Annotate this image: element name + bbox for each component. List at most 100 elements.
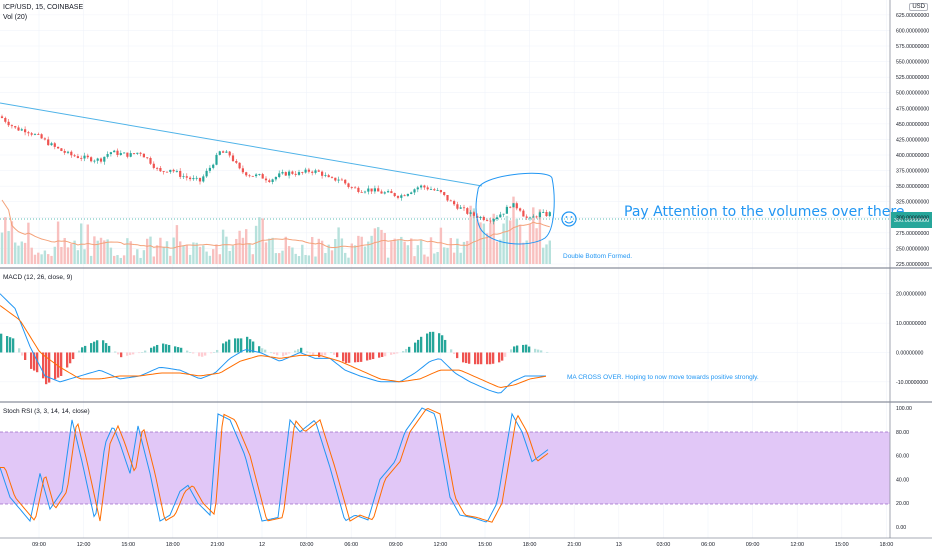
candle-body — [238, 162, 241, 169]
volume-bar — [469, 205, 472, 264]
price-tick-label: 275.00000000 — [896, 231, 929, 237]
volume-bar — [251, 254, 254, 264]
candle-body — [175, 170, 178, 172]
candle-body — [499, 214, 502, 218]
candle-body — [291, 171, 294, 174]
volume-bar — [208, 255, 212, 264]
volume-bar — [347, 257, 350, 264]
candle-body — [222, 151, 225, 153]
candle-body — [63, 150, 66, 153]
volume-bar — [162, 246, 165, 264]
macd-histogram-bar — [84, 345, 87, 353]
macd-histogram-bar — [336, 352, 339, 358]
time-tick-label: 06:00 — [344, 542, 358, 548]
stoch-axis[interactable]: 100.00 80.00 60.00 40.00 20.00 0.00 — [896, 406, 912, 531]
candle-body — [228, 151, 231, 156]
candle-body — [390, 191, 393, 194]
macd-histogram-bar — [402, 351, 405, 353]
time-tick-label: 15:00 — [835, 542, 849, 548]
macd-histogram-bar — [9, 337, 12, 353]
macd-histogram-bar — [189, 352, 192, 353]
smiley-icon[interactable] — [561, 211, 577, 227]
macd-histogram-bar — [216, 349, 219, 353]
time-tick-label: 18:00 — [880, 542, 894, 548]
time-tick-label: 12:00 — [790, 542, 804, 548]
macd-histogram-bar — [198, 352, 201, 357]
candle-body — [129, 153, 132, 157]
macd-histogram-bar — [330, 352, 333, 354]
volume-bar — [532, 207, 535, 264]
macd-histogram-bar — [54, 352, 57, 380]
candle-body — [14, 126, 17, 128]
descending-trendline[interactable] — [0, 102, 483, 187]
candle-body — [281, 172, 284, 174]
macd-histogram-bar — [405, 348, 408, 353]
macd-histogram-bar — [168, 344, 171, 353]
time-tick-label: 09:00 — [389, 542, 403, 548]
volume-legend[interactable]: Vol (20) — [3, 14, 28, 21]
ma-cross-text[interactable]: MA CROSS OVER. Hoping to now move toward… — [567, 374, 759, 381]
macd-histogram-bar — [324, 352, 327, 356]
candle-body — [486, 220, 489, 221]
macd-histogram-bar — [201, 352, 204, 357]
candle-body — [284, 172, 287, 176]
candle-body — [532, 216, 535, 218]
candle-body — [278, 173, 281, 178]
macd-axis[interactable]: 20.00000000 10.00000000 0.00000000 -10.0000… — [896, 292, 928, 386]
macd-histogram-bar — [537, 349, 540, 353]
volume-bar — [205, 251, 208, 264]
macd-histogram-bar — [6, 336, 9, 353]
candle-body — [50, 143, 53, 146]
macd-histogram-bar — [318, 352, 321, 358]
candle-body — [535, 216, 538, 218]
candle-body — [40, 134, 43, 139]
candle-body — [350, 187, 353, 188]
double-bottom-text[interactable]: Double Bottom Formed. — [563, 253, 632, 260]
candle-body — [311, 171, 314, 173]
price-axis[interactable]: 625.00000000 600.00000000 575.00000000 550.… — [896, 13, 929, 268]
volume-bar — [400, 236, 403, 264]
volume-bar — [320, 240, 324, 264]
macd-histogram-bar — [378, 352, 381, 358]
symbol-title[interactable]: ICP/USD, 15, COINBASE — [3, 4, 84, 11]
double-bottom-circle[interactable] — [475, 172, 555, 245]
candle-body — [545, 212, 548, 217]
macd-histogram-bar — [18, 348, 21, 353]
candle-body — [99, 158, 103, 162]
volume-bar — [485, 233, 489, 264]
candle-body — [271, 179, 274, 183]
stoch-tick-label: 100.00 — [896, 406, 912, 412]
candle-body — [225, 151, 228, 153]
candle-body — [502, 213, 505, 215]
volume-bar — [7, 231, 10, 264]
stoch-label[interactable]: Stoch RSI (3, 3, 14, 14, close) — [3, 408, 90, 415]
volume-bar — [63, 237, 66, 264]
macd-histogram-bar — [246, 336, 249, 353]
macd-histogram-bar — [510, 349, 513, 353]
volume-bar — [311, 237, 314, 264]
volume-bar — [429, 237, 433, 264]
macd-histogram-bar — [276, 352, 279, 356]
candle-body — [426, 187, 429, 190]
candle-body — [439, 190, 442, 193]
macd-histogram-bar — [366, 352, 369, 361]
volume-bar — [10, 221, 14, 264]
volume-bar — [502, 223, 505, 264]
candle-body — [7, 121, 10, 126]
volume-bar — [248, 243, 251, 264]
candle-body — [113, 150, 116, 153]
volume-bar — [350, 243, 353, 264]
macd-histogram-bar — [477, 352, 480, 365]
candle-body — [37, 134, 40, 135]
candle-body — [116, 150, 119, 156]
time-axis[interactable]: 09:00 12:00 15:00 18:00 21:00 12 03:00 06:00 09:… — [32, 542, 893, 548]
macd-histogram-bar — [486, 352, 489, 365]
macd-histogram-bar — [105, 343, 108, 353]
macd-label[interactable]: MACD (12, 26, close, 9) — [3, 274, 72, 281]
macd-histogram-bar — [354, 352, 357, 363]
volume-note-text[interactable]: Pay Attention to the volumes over there, — [624, 204, 909, 220]
macd-histogram-bar — [120, 352, 123, 358]
price-candles[interactable] — [0, 114, 551, 225]
currency-badge[interactable]: USD — [909, 3, 928, 11]
